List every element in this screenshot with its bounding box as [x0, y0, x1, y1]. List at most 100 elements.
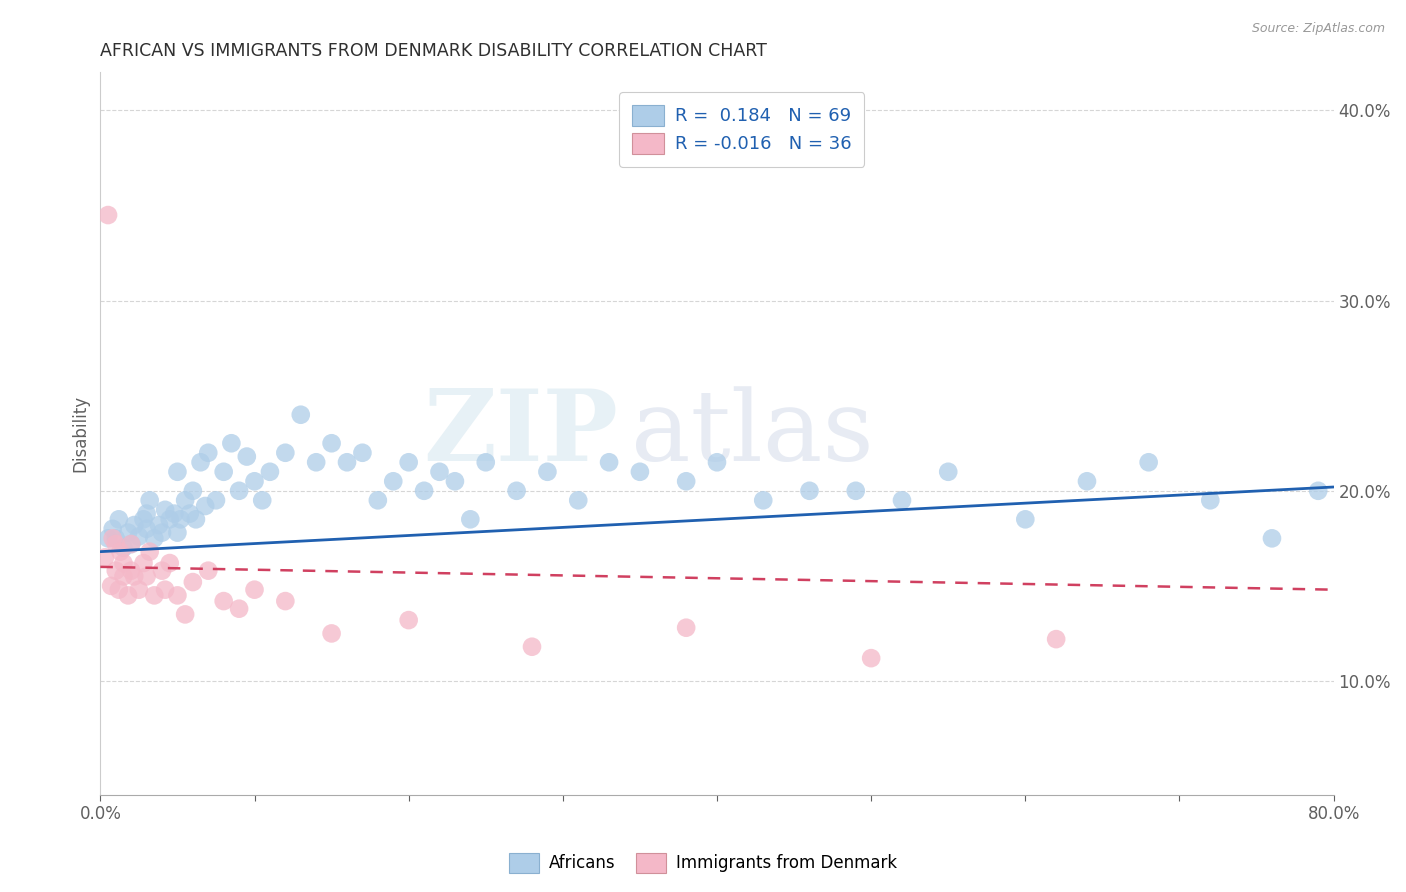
- Point: [169, 512, 191, 526]
- Point: [1137, 455, 1160, 469]
- Point: [128, 529, 150, 543]
- Text: Source: ZipAtlas.com: Source: ZipAtlas.com: [1251, 22, 1385, 36]
- Point: [367, 493, 389, 508]
- Point: [117, 525, 139, 540]
- Point: [122, 569, 145, 583]
- Point: [108, 512, 131, 526]
- Point: [536, 465, 558, 479]
- Point: [138, 493, 160, 508]
- Point: [179, 507, 201, 521]
- Point: [135, 569, 157, 583]
- Point: [675, 475, 697, 489]
- Point: [305, 455, 328, 469]
- Text: ZIP: ZIP: [423, 385, 619, 483]
- Point: [259, 465, 281, 479]
- Point: [444, 475, 467, 489]
- Point: [143, 532, 166, 546]
- Point: [936, 465, 959, 479]
- Point: [132, 512, 155, 526]
- Point: [243, 475, 266, 489]
- Point: [1199, 493, 1222, 508]
- Point: [120, 564, 142, 578]
- Point: [181, 575, 204, 590]
- Point: [97, 532, 120, 546]
- Point: [1045, 632, 1067, 647]
- Point: [128, 582, 150, 597]
- Point: [194, 499, 217, 513]
- Point: [166, 465, 188, 479]
- Point: [413, 483, 436, 498]
- Point: [135, 507, 157, 521]
- Point: [845, 483, 868, 498]
- Point: [398, 613, 420, 627]
- Point: [752, 493, 775, 508]
- Point: [891, 493, 914, 508]
- Point: [101, 532, 124, 546]
- Point: [143, 588, 166, 602]
- Point: [212, 594, 235, 608]
- Point: [112, 541, 135, 555]
- Point: [460, 512, 482, 526]
- Y-axis label: Disability: Disability: [72, 395, 89, 472]
- Point: [429, 465, 451, 479]
- Point: [228, 483, 250, 498]
- Point: [153, 582, 176, 597]
- Point: [135, 522, 157, 536]
- Point: [197, 446, 219, 460]
- Point: [104, 532, 127, 546]
- Point: [520, 640, 543, 654]
- Point: [799, 483, 821, 498]
- Point: [174, 493, 197, 508]
- Point: [197, 564, 219, 578]
- Point: [190, 455, 212, 469]
- Point: [163, 507, 186, 521]
- Point: [138, 544, 160, 558]
- Point: [104, 537, 127, 551]
- Point: [159, 556, 181, 570]
- Point: [117, 588, 139, 602]
- Point: [166, 525, 188, 540]
- Point: [212, 465, 235, 479]
- Legend: Africans, Immigrants from Denmark: Africans, Immigrants from Denmark: [502, 847, 904, 880]
- Point: [174, 607, 197, 622]
- Point: [120, 537, 142, 551]
- Point: [148, 518, 170, 533]
- Point: [1308, 483, 1330, 498]
- Point: [352, 446, 374, 460]
- Text: AFRICAN VS IMMIGRANTS FROM DENMARK DISABILITY CORRELATION CHART: AFRICAN VS IMMIGRANTS FROM DENMARK DISAB…: [100, 42, 768, 60]
- Point: [159, 512, 181, 526]
- Point: [150, 525, 173, 540]
- Point: [120, 537, 142, 551]
- Point: [398, 455, 420, 469]
- Point: [1014, 512, 1036, 526]
- Point: [181, 483, 204, 498]
- Point: [132, 556, 155, 570]
- Point: [1076, 475, 1098, 489]
- Point: [382, 475, 405, 489]
- Legend: R =  0.184   N = 69, R = -0.016   N = 36: R = 0.184 N = 69, R = -0.016 N = 36: [619, 92, 865, 167]
- Text: atlas: atlas: [631, 386, 873, 482]
- Point: [221, 436, 243, 450]
- Point: [100, 579, 122, 593]
- Point: [567, 493, 589, 508]
- Point: [321, 436, 343, 450]
- Point: [110, 544, 132, 558]
- Point: [1261, 532, 1284, 546]
- Point: [97, 208, 120, 222]
- Point: [628, 465, 651, 479]
- Point: [112, 569, 135, 583]
- Point: [101, 522, 124, 536]
- Point: [236, 450, 259, 464]
- Point: [94, 550, 117, 565]
- Point: [598, 455, 620, 469]
- Point: [243, 582, 266, 597]
- Point: [112, 556, 135, 570]
- Point: [150, 564, 173, 578]
- Point: [474, 455, 496, 469]
- Point: [153, 503, 176, 517]
- Point: [184, 512, 207, 526]
- Point: [706, 455, 728, 469]
- Point: [108, 582, 131, 597]
- Point: [675, 621, 697, 635]
- Point: [336, 455, 359, 469]
